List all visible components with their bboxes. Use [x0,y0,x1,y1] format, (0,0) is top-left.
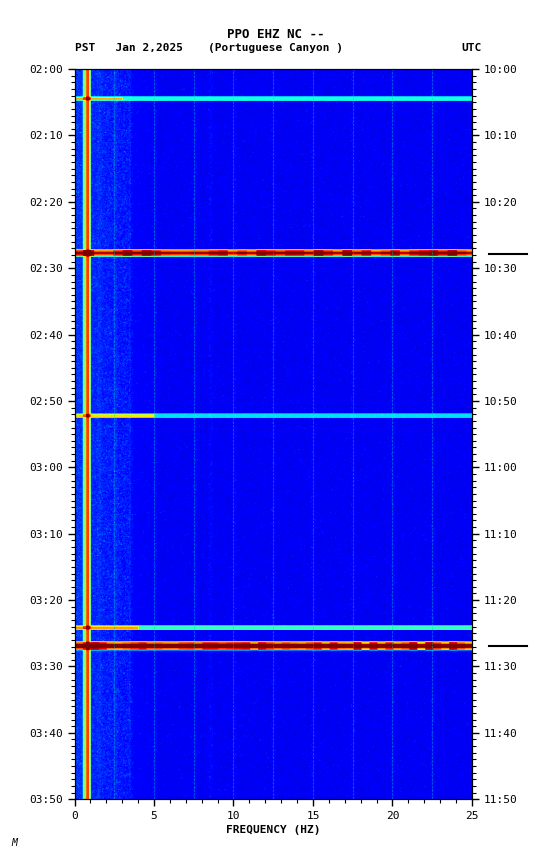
Text: PST   Jan 2,2025: PST Jan 2,2025 [75,42,183,53]
Text: PPO EHZ NC --: PPO EHZ NC -- [227,28,325,41]
Text: UTC: UTC [462,42,482,53]
Text: (Portuguese Canyon ): (Portuguese Canyon ) [209,42,343,53]
X-axis label: FREQUENCY (HZ): FREQUENCY (HZ) [226,825,321,835]
Text: M: M [11,838,17,848]
